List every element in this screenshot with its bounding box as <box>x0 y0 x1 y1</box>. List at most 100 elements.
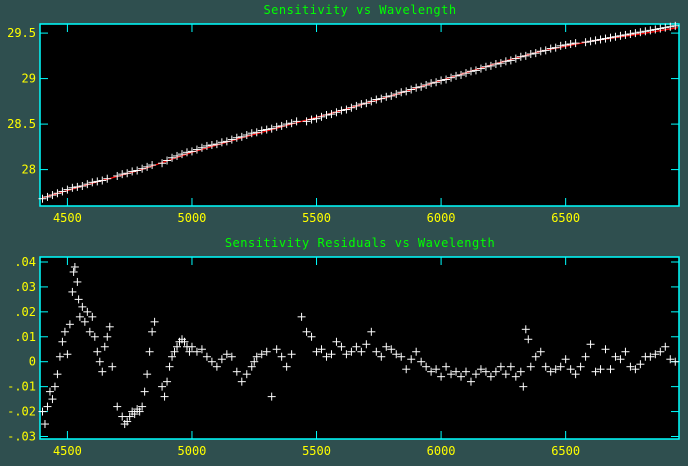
data-point <box>551 43 560 52</box>
data-point <box>357 100 366 109</box>
data-point <box>457 372 466 381</box>
data-point <box>516 367 525 376</box>
data-point <box>75 312 84 321</box>
data-point <box>247 129 256 138</box>
data-point <box>347 347 356 356</box>
data-point <box>98 367 107 376</box>
data-point <box>442 362 451 371</box>
data-point <box>471 370 480 379</box>
x-tick-label: 6500 <box>551 211 580 225</box>
data-point <box>397 352 406 361</box>
data-point <box>38 407 47 416</box>
y-tick-label: 0 <box>29 355 36 369</box>
data-point <box>100 342 109 351</box>
data-point <box>397 88 406 97</box>
y-tick-label: -.01 <box>7 380 36 394</box>
data-point <box>611 32 620 41</box>
data-point <box>73 182 82 191</box>
data-point <box>173 151 182 160</box>
data-point <box>546 367 555 376</box>
data-point <box>591 36 600 45</box>
data-point <box>372 347 381 356</box>
data-point <box>317 112 326 121</box>
data-point <box>626 362 635 371</box>
data-point <box>601 345 610 354</box>
data-point <box>103 174 112 183</box>
data-point <box>222 350 231 359</box>
data-point <box>561 40 570 49</box>
y-tick-label: -.02 <box>7 405 36 419</box>
data-point <box>466 377 475 386</box>
data-point <box>337 342 346 351</box>
data-point <box>58 187 67 196</box>
data-point <box>108 362 117 371</box>
data-point <box>43 402 52 411</box>
data-point <box>387 91 396 100</box>
data-point <box>207 141 216 150</box>
data-point <box>207 357 216 366</box>
data-point <box>78 181 87 190</box>
axes: 4500 5000 5500 6000 6500 .04 .03 .02 .01 0 -.01 -.0… <box>7 255 679 458</box>
data-point <box>277 121 286 130</box>
data-point <box>302 117 311 126</box>
data-point <box>616 31 625 40</box>
data-point <box>93 177 102 186</box>
data-point <box>125 412 134 421</box>
data-point <box>442 75 451 84</box>
data-point <box>85 327 94 336</box>
data-point <box>307 332 316 341</box>
data-point <box>252 352 261 361</box>
data-point <box>227 135 236 144</box>
data-point <box>571 370 580 379</box>
data-point <box>422 362 431 371</box>
data-point <box>103 332 112 341</box>
y-tick-label: 28 <box>22 163 36 177</box>
y-tick-label: .01 <box>14 330 36 344</box>
data-point <box>531 49 540 58</box>
data-point <box>452 367 461 376</box>
data-point <box>182 148 191 157</box>
data-point <box>312 347 321 356</box>
data-point <box>367 327 376 336</box>
data-point <box>626 30 635 39</box>
y-tick-label: .02 <box>14 305 36 319</box>
data-point <box>78 302 87 311</box>
x-tick-label: 5500 <box>302 444 331 458</box>
x-tick-label: 6000 <box>427 444 456 458</box>
data-point <box>212 140 221 149</box>
data-point <box>422 80 431 89</box>
data-point <box>202 141 211 150</box>
plot-area <box>38 21 680 203</box>
data-point <box>581 38 590 47</box>
data-point <box>168 352 177 361</box>
data-point <box>651 25 660 34</box>
data-point <box>180 337 189 346</box>
data-point <box>656 347 665 356</box>
data-point <box>65 320 74 329</box>
data-point <box>466 67 475 76</box>
data-point <box>90 332 99 341</box>
data-point <box>257 126 266 135</box>
data-point <box>546 44 555 53</box>
data-point <box>486 372 495 381</box>
data-point <box>60 327 69 336</box>
data-point <box>217 355 226 364</box>
data-point <box>347 103 356 112</box>
data-point <box>95 357 104 366</box>
data-point <box>377 352 386 361</box>
data-point <box>536 47 545 56</box>
data-point <box>591 367 600 376</box>
data-point <box>541 362 550 371</box>
data-point <box>586 37 595 46</box>
data-point <box>501 370 510 379</box>
data-point <box>145 347 154 356</box>
data-point <box>524 335 533 344</box>
data-point <box>621 347 630 356</box>
data-point <box>187 147 196 156</box>
y-tick-label: -.03 <box>7 430 36 444</box>
data-point <box>192 145 201 154</box>
data-point <box>232 133 241 142</box>
data-point <box>98 176 107 185</box>
data-point <box>242 370 251 379</box>
data-point <box>53 370 62 379</box>
